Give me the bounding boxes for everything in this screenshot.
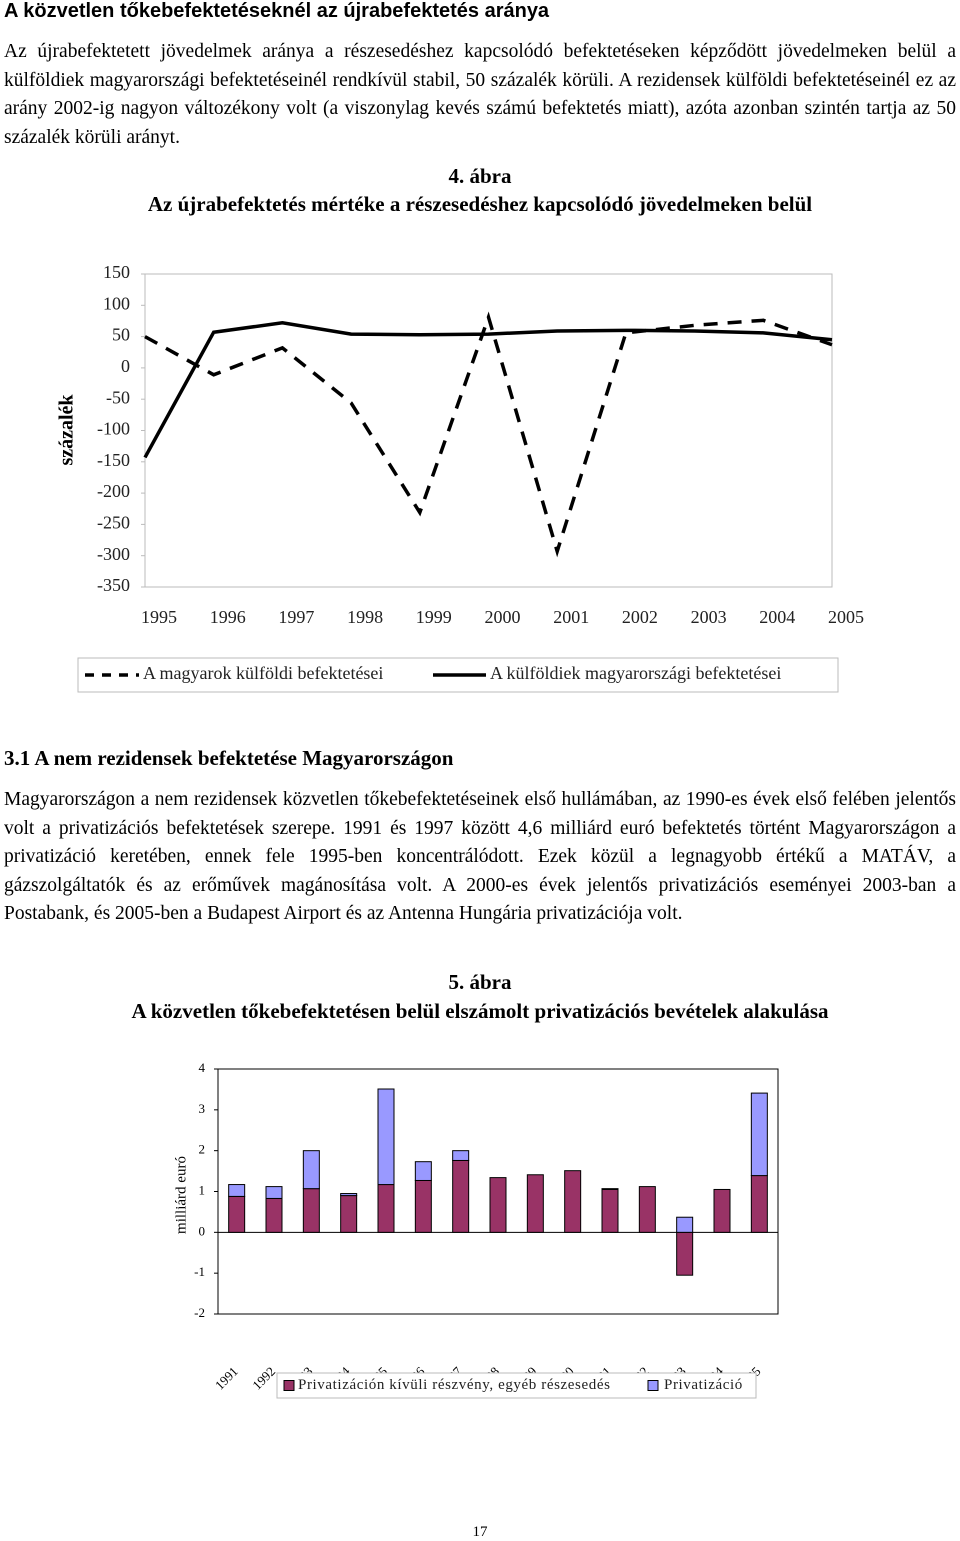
- x-tick-label: 1999: [416, 607, 452, 627]
- figure-label: 4. ábra: [448, 164, 512, 188]
- bar-segment: [750, 1092, 768, 1177]
- chart-title: Az újrabefektetés mértéke a részesedéshe…: [147, 192, 813, 216]
- page-number: 17: [472, 1524, 488, 1540]
- bar-segment: [452, 1150, 470, 1161]
- y-tick-label: 3: [199, 1101, 206, 1116]
- chart-title: A közvetlen tőkebefektetésen belül elszá…: [131, 999, 829, 1023]
- legend-label: Privatizáció: [664, 1377, 743, 1393]
- legend-label: Privatizáción kívüli részvény, egyéb rés…: [298, 1377, 611, 1393]
- y-tick-label: 4: [199, 1060, 206, 1075]
- x-tick-label: 2002: [622, 607, 658, 627]
- y-tick-label: -100: [97, 419, 130, 439]
- legend-label: A külföldiek magyarországi befektetései: [490, 663, 781, 683]
- bar-segment: [228, 1184, 246, 1197]
- y-tick-label: -1: [194, 1264, 205, 1279]
- y-tick-label: -150: [97, 450, 130, 470]
- bar-segment: [452, 1159, 470, 1233]
- bar-segment: [377, 1088, 395, 1186]
- bar-segment: [713, 1188, 731, 1233]
- bar-segment: [414, 1179, 432, 1233]
- bar-segment: [676, 1216, 694, 1233]
- figure-label: 5. ábra: [448, 970, 512, 994]
- legend-box: [276, 1372, 757, 1399]
- y-tick-label: -2: [194, 1305, 205, 1320]
- x-tick-label: 1995: [141, 607, 177, 627]
- data-line: [143, 321, 833, 459]
- bar-segment: [414, 1161, 432, 1181]
- y-tick-label: -300: [97, 544, 130, 564]
- y-tick-label: 2: [199, 1142, 206, 1157]
- y-tick-label: -50: [106, 387, 130, 407]
- y-tick-label: 0: [199, 1223, 206, 1238]
- bar-segment: [340, 1193, 358, 1197]
- heading: A közvetlen tőkebefektetéseknél az újrab…: [4, 0, 550, 22]
- bar-segment: [302, 1188, 320, 1233]
- bar-segment: [489, 1177, 507, 1233]
- bar-segment: [526, 1174, 544, 1233]
- bar-segment: [601, 1188, 619, 1233]
- bar-segment: [377, 1184, 395, 1233]
- x-tick-label: 2004: [759, 607, 795, 627]
- chart: -350 -300 -250 -200 -150 -100 -50 0 50 100 150 száz…: [56, 262, 864, 693]
- legend-swatch: [647, 1380, 659, 1391]
- x-tick-label: 1991: [212, 1364, 241, 1393]
- y-tick-label: 150: [103, 262, 130, 282]
- data-line: [144, 311, 833, 558]
- bar-segment: [302, 1150, 320, 1190]
- legend-label: A magyarok külföldi befektetései: [143, 663, 383, 683]
- bar-segment: [638, 1186, 656, 1233]
- bar-segment: [265, 1186, 283, 1199]
- y-tick-label: -250: [97, 513, 130, 533]
- x-tick-label: 2003: [691, 607, 727, 627]
- x-tick-label: 2001: [553, 607, 589, 627]
- x-tick-label: 1992: [249, 1364, 278, 1393]
- y-tick-label: 100: [103, 293, 130, 313]
- x-tick-label: 1996: [210, 607, 246, 627]
- bar-segment: [340, 1195, 358, 1233]
- bar-segment: [750, 1175, 768, 1233]
- x-tick-label: 1997: [278, 607, 314, 627]
- x-tick-label: 2005: [828, 607, 864, 627]
- bar-segment: [228, 1195, 246, 1233]
- x-tick-label: 2000: [485, 607, 521, 627]
- y-tick-label: -200: [97, 481, 130, 501]
- paragraph: Magyarországon a nem rezidensek közvetle…: [4, 789, 956, 925]
- x-tick-label: 1998: [347, 607, 383, 627]
- bar-segment: [265, 1197, 283, 1233]
- paragraph: Az újrabefektetett jövedelmek aránya a r…: [4, 41, 956, 148]
- y-tick-label: 50: [112, 325, 130, 345]
- y-axis-label: százalék: [56, 394, 78, 466]
- legend-swatch: [283, 1380, 295, 1391]
- y-tick-label: 1: [199, 1182, 206, 1197]
- y-tick-label: -350: [97, 575, 130, 595]
- y-tick-label: 0: [121, 356, 130, 376]
- section-title: 3.1 A nem rezidensek befektetése Magyaro…: [4, 746, 454, 770]
- y-axis-label: milliárd euró: [173, 1156, 189, 1234]
- bar-segment: [676, 1231, 694, 1276]
- bar-segment: [564, 1170, 582, 1233]
- bar-segment: [601, 1188, 619, 1190]
